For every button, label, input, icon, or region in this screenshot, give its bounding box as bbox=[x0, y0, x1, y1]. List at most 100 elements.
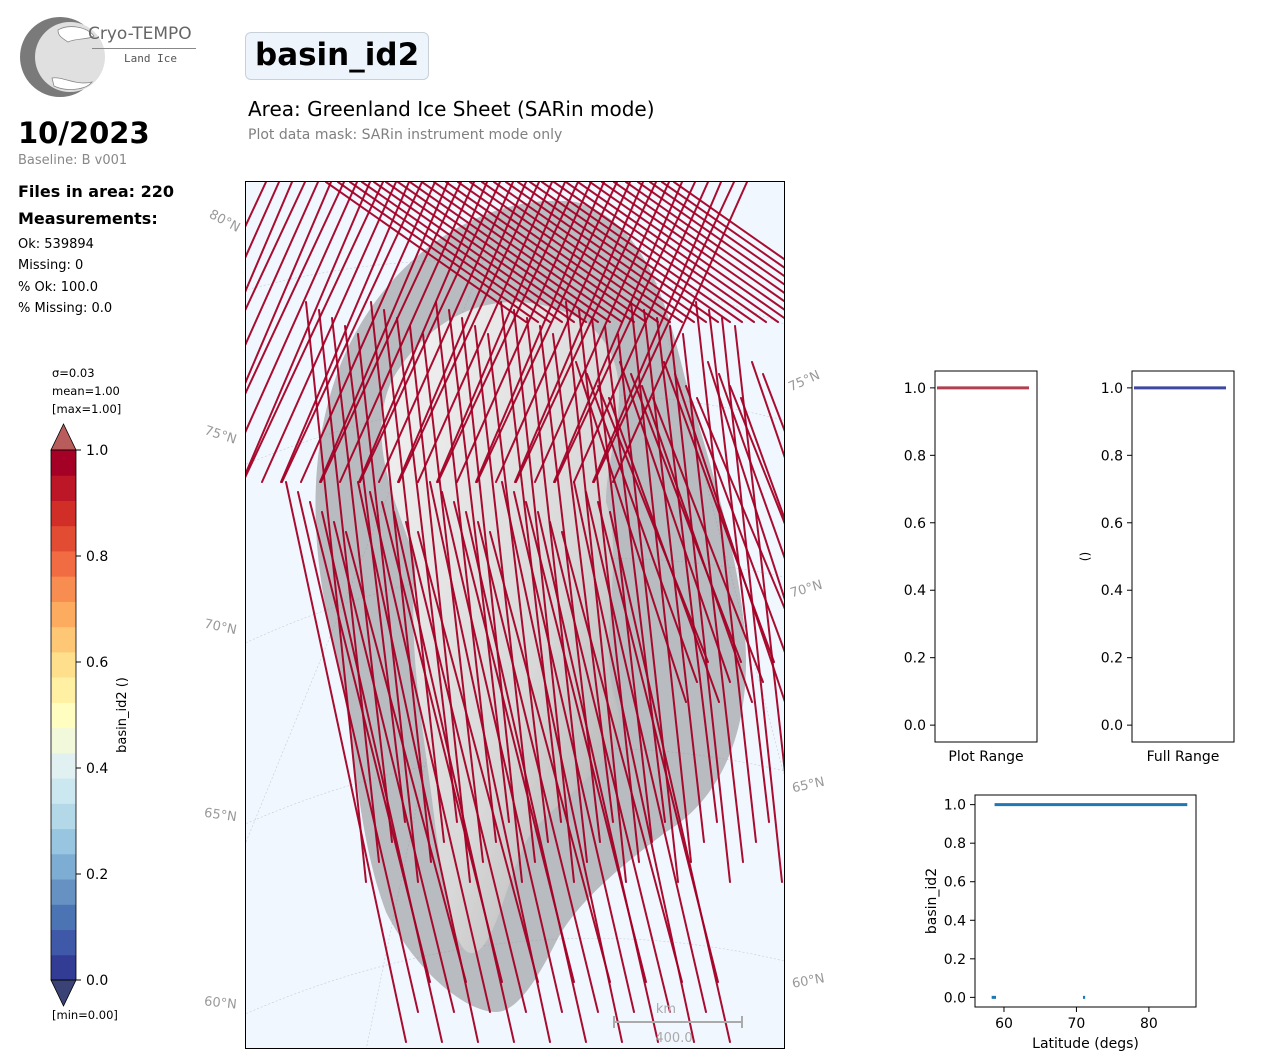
scale-bar-unit: km bbox=[656, 1002, 676, 1017]
area-title: Area: Greenland Ice Sheet (SARin mode) bbox=[248, 97, 655, 121]
colorbar-segment bbox=[51, 601, 76, 628]
satellite-track bbox=[514, 182, 644, 483]
satellite-track bbox=[246, 182, 319, 346]
map-scale-bar: km 400.0 bbox=[613, 1002, 743, 1046]
satellite-track bbox=[333, 521, 455, 1013]
y-tick-label: 0.2 bbox=[944, 952, 966, 968]
logo-divider bbox=[92, 48, 196, 49]
satellite-track bbox=[321, 511, 443, 1043]
x-axis-label: Full Range bbox=[1147, 749, 1220, 765]
satellite-track bbox=[597, 385, 709, 663]
satellite-track bbox=[319, 182, 449, 483]
satellite-track bbox=[359, 182, 501, 483]
satellite-track bbox=[734, 325, 784, 773]
satellite-track bbox=[553, 182, 755, 323]
satellite-track bbox=[469, 182, 671, 323]
colorbar-segment bbox=[51, 954, 76, 981]
satellite-track bbox=[422, 333, 484, 863]
colorbar-max: [max=1.00] bbox=[52, 402, 122, 416]
colorbar-segment bbox=[51, 550, 76, 577]
satellite-track bbox=[554, 182, 696, 483]
satellite-track bbox=[517, 182, 719, 323]
satellite-track bbox=[513, 309, 575, 883]
lat-label-60-right: 60°N bbox=[790, 971, 826, 992]
satellite-track bbox=[246, 182, 371, 476]
satellite-track bbox=[577, 182, 779, 323]
satellite-track bbox=[613, 182, 784, 303]
colorbar-min: [min=0.00] bbox=[52, 1008, 118, 1022]
satellite-track bbox=[573, 481, 695, 1043]
logo-subtitle: Land Ice bbox=[124, 52, 177, 65]
colorbar-segment bbox=[51, 626, 76, 653]
date-heading: 10/2023 bbox=[18, 116, 150, 150]
satellite-track bbox=[762, 373, 784, 432]
satellite-track bbox=[586, 373, 698, 683]
satellite-track bbox=[493, 182, 695, 323]
colorbar: 1.0 0.8 0.6 0.4 0.2 0.0 basin_id2 () bbox=[50, 423, 130, 1007]
colorbar-segment bbox=[51, 727, 76, 754]
satellite-track bbox=[589, 182, 784, 320]
x-tick-label: 80 bbox=[1140, 1016, 1158, 1032]
satellite-track bbox=[445, 182, 647, 323]
y-axis-label: basin_id2 bbox=[924, 868, 940, 934]
satellite-track bbox=[529, 182, 731, 323]
satellite-track bbox=[513, 491, 635, 1013]
satellite-track bbox=[565, 301, 627, 883]
x-axis-label: Latitude (degs) bbox=[1032, 1036, 1139, 1052]
satellite-track bbox=[477, 521, 599, 1013]
satellite-track bbox=[246, 182, 306, 311]
satellite-track bbox=[361, 182, 563, 323]
colorbar-segment bbox=[51, 702, 76, 729]
lat-label-80-left: 80°N bbox=[206, 207, 243, 236]
satellite-track bbox=[246, 182, 345, 395]
x-tick-label: 70 bbox=[1068, 1016, 1086, 1032]
plot-range-box-chart: 0.0 0.2 0.4 0.6 0.8 1.0 Plot Range bbox=[904, 370, 1038, 765]
satellite-track bbox=[435, 301, 497, 843]
satellite-track bbox=[461, 317, 523, 883]
satellite-track bbox=[625, 182, 784, 294]
baseline-label: Baseline: B v001 bbox=[18, 153, 128, 168]
satellite-track bbox=[349, 182, 551, 323]
satellite-track bbox=[612, 182, 748, 483]
y-tick-label: 0.0 bbox=[1101, 718, 1123, 734]
colorbar-sigma: σ=0.03 bbox=[52, 366, 95, 380]
colorbar-tick-label: 0.4 bbox=[86, 761, 108, 777]
cryo-tempo-logo bbox=[20, 17, 105, 97]
satellite-track bbox=[673, 182, 784, 261]
y-tick-label: 0.8 bbox=[944, 836, 966, 852]
satellite-track bbox=[436, 182, 566, 483]
colorbar-under-arrow bbox=[50, 979, 77, 1007]
y-tick-label: 1.0 bbox=[904, 381, 926, 397]
satellite-track bbox=[331, 317, 393, 843]
satellite-track bbox=[541, 182, 743, 323]
satellite-track bbox=[652, 397, 764, 683]
satellite-track bbox=[429, 481, 551, 1043]
x-tick-label: 60 bbox=[995, 1016, 1013, 1032]
satellite-track bbox=[674, 373, 784, 703]
satellite-track bbox=[591, 317, 653, 843]
y-tick-label: 1.0 bbox=[1101, 381, 1123, 397]
satellite-track bbox=[421, 182, 623, 323]
satellite-track bbox=[661, 182, 784, 269]
satellite-track bbox=[669, 325, 731, 883]
satellite-track bbox=[549, 521, 671, 1013]
satellite-track bbox=[585, 491, 707, 1013]
satellite-track bbox=[707, 361, 784, 601]
satellite-track bbox=[682, 333, 744, 863]
scale-bar-value: 400.0 bbox=[655, 1031, 692, 1046]
y-tick-label: 0.4 bbox=[944, 913, 966, 929]
colorbar-segment bbox=[51, 904, 76, 931]
satellite-track bbox=[246, 182, 384, 478]
lat-label-65-right: 65°N bbox=[790, 774, 826, 797]
satellite-track bbox=[501, 481, 623, 1043]
satellite-track bbox=[537, 511, 659, 1043]
satellite-track bbox=[409, 325, 471, 883]
colorbar-tick-label: 0.2 bbox=[86, 867, 108, 883]
satellite-track bbox=[630, 373, 742, 663]
satellite-track bbox=[565, 182, 767, 323]
satellite-track bbox=[300, 182, 436, 483]
satellite-track bbox=[487, 333, 549, 843]
y-tick-label: 0.4 bbox=[1101, 583, 1123, 599]
satellite-track bbox=[357, 333, 419, 883]
satellite-track bbox=[685, 385, 784, 653]
